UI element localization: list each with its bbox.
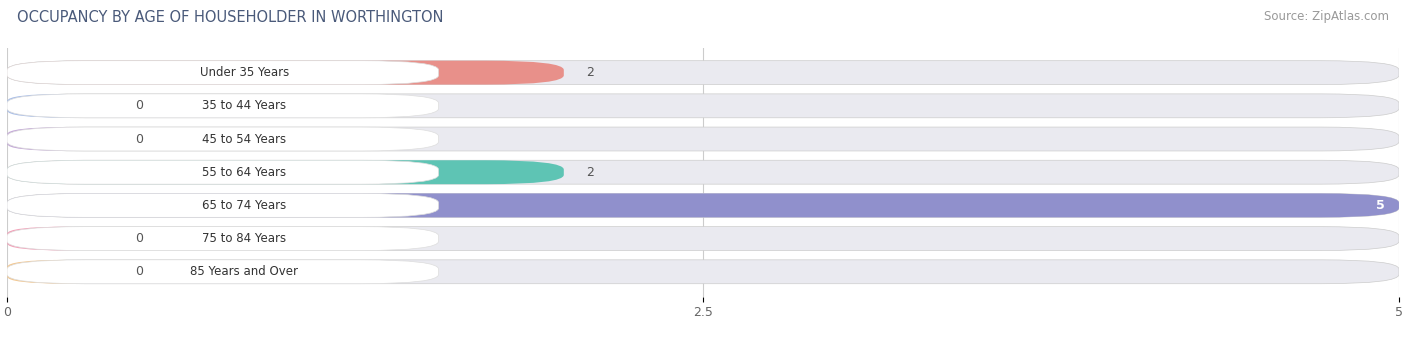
Text: 0: 0	[135, 232, 143, 245]
Text: 75 to 84 Years: 75 to 84 Years	[202, 232, 287, 245]
Text: 35 to 44 Years: 35 to 44 Years	[202, 99, 287, 112]
FancyBboxPatch shape	[7, 227, 439, 251]
Text: Source: ZipAtlas.com: Source: ZipAtlas.com	[1264, 10, 1389, 23]
Text: 5: 5	[1376, 199, 1385, 212]
Text: 45 to 54 Years: 45 to 54 Years	[202, 133, 287, 146]
FancyBboxPatch shape	[7, 94, 1399, 118]
FancyBboxPatch shape	[7, 260, 439, 284]
Text: 0: 0	[135, 99, 143, 112]
FancyBboxPatch shape	[7, 260, 112, 284]
FancyBboxPatch shape	[7, 260, 1399, 284]
Text: OCCUPANCY BY AGE OF HOUSEHOLDER IN WORTHINGTON: OCCUPANCY BY AGE OF HOUSEHOLDER IN WORTH…	[17, 10, 443, 25]
FancyBboxPatch shape	[7, 127, 439, 151]
FancyBboxPatch shape	[7, 160, 564, 184]
FancyBboxPatch shape	[7, 160, 439, 184]
Text: 65 to 74 Years: 65 to 74 Years	[202, 199, 287, 212]
Text: 2: 2	[586, 66, 593, 79]
FancyBboxPatch shape	[7, 160, 1399, 184]
FancyBboxPatch shape	[7, 61, 439, 85]
FancyBboxPatch shape	[7, 127, 112, 151]
FancyBboxPatch shape	[7, 193, 1399, 217]
Text: 55 to 64 Years: 55 to 64 Years	[202, 166, 287, 179]
FancyBboxPatch shape	[7, 193, 439, 217]
FancyBboxPatch shape	[7, 94, 439, 118]
FancyBboxPatch shape	[7, 61, 1399, 85]
Text: 0: 0	[135, 265, 143, 278]
Text: 0: 0	[135, 133, 143, 146]
FancyBboxPatch shape	[7, 127, 1399, 151]
Text: 85 Years and Over: 85 Years and Over	[190, 265, 298, 278]
Text: 2: 2	[586, 166, 593, 179]
FancyBboxPatch shape	[7, 61, 564, 85]
FancyBboxPatch shape	[7, 227, 112, 251]
Text: Under 35 Years: Under 35 Years	[200, 66, 290, 79]
FancyBboxPatch shape	[7, 94, 112, 118]
FancyBboxPatch shape	[7, 227, 1399, 251]
FancyBboxPatch shape	[7, 193, 1399, 217]
